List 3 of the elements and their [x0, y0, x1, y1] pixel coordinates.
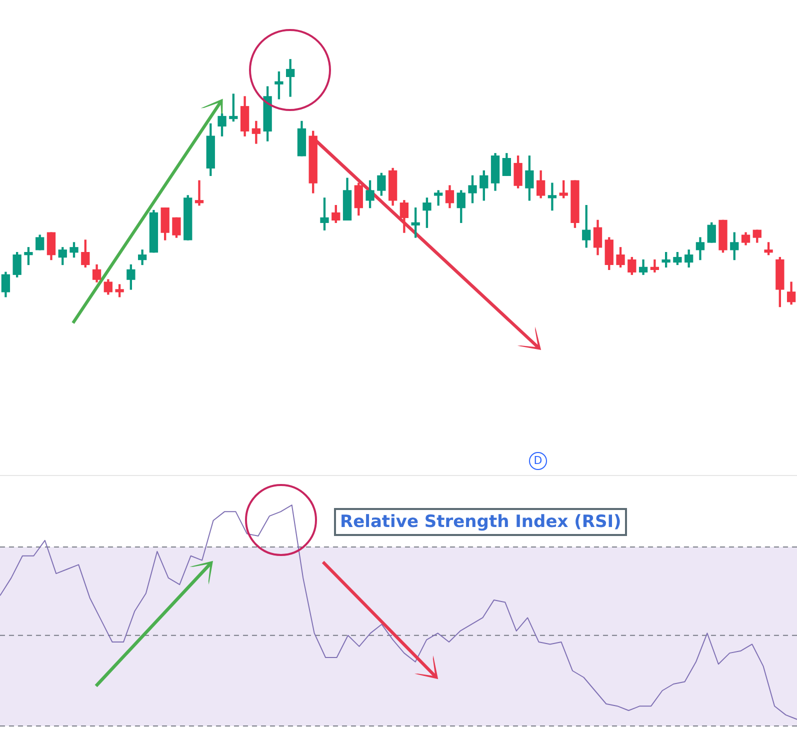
chart-title: Relative Strength Index (RSI): [334, 508, 628, 536]
candlestick: [115, 284, 124, 298]
text: D: [529, 452, 547, 470]
